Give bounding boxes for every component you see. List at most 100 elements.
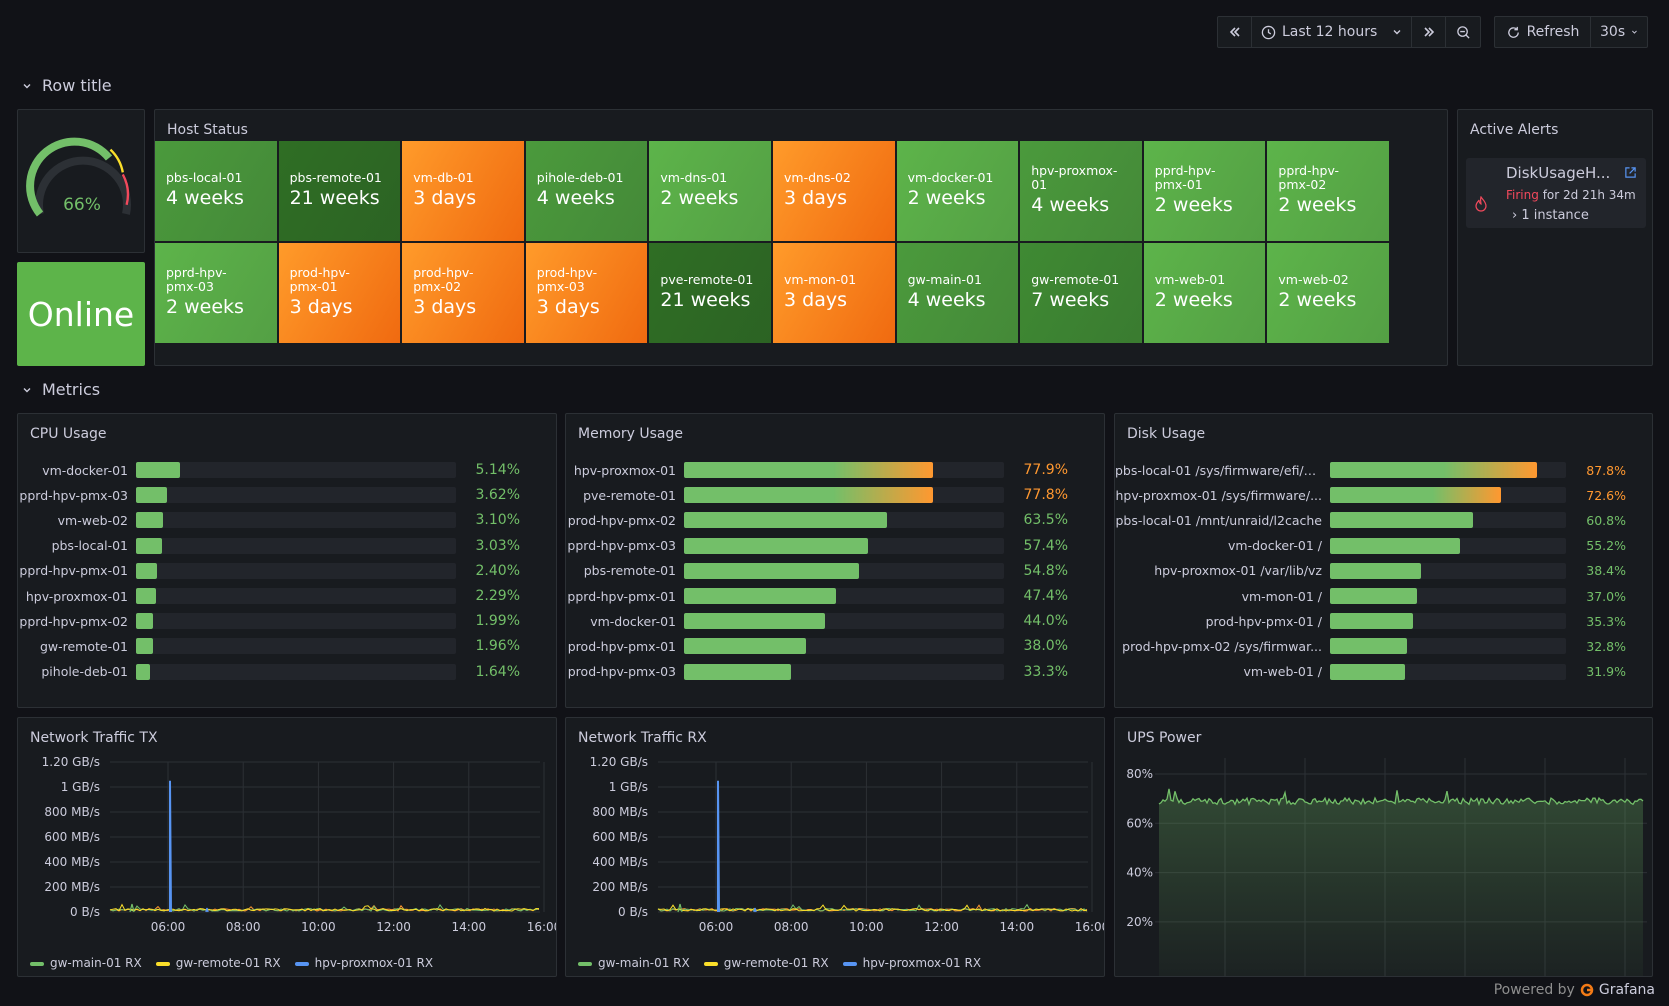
- host-tile[interactable]: vm-docker-01 2 weeks: [896, 141, 1019, 241]
- bar-track: [684, 462, 1004, 478]
- external-link-icon[interactable]: [1624, 166, 1637, 179]
- network-rx-panel[interactable]: Network Traffic RX 1.20 GB/s 1 GB/s 800 MB…: [565, 717, 1105, 977]
- host-name: pihole-deb-01: [536, 170, 624, 185]
- bar-value: 35.3%: [1586, 613, 1626, 629]
- legend-item[interactable]: hpv-proxmox-01 RX: [842, 956, 982, 970]
- bar-row[interactable]: pprd-hpv-pmx-01 47.4%: [566, 584, 1104, 608]
- bar-row[interactable]: pprd-hpv-pmx-03 3.62%: [18, 483, 556, 507]
- y-tick-label: 800 MB/s: [44, 805, 100, 819]
- row-header-1[interactable]: Row title: [22, 76, 112, 95]
- legend-item[interactable]: gw-remote-01 RX: [155, 956, 281, 970]
- bar-row[interactable]: pprd-hpv-pmx-02 1.99%: [18, 609, 556, 633]
- refresh-interval-picker[interactable]: 30s: [1591, 17, 1647, 47]
- legend-item[interactable]: gw-remote-01 RX: [703, 956, 829, 970]
- bar-row[interactable]: vm-docker-01 44.0%: [566, 609, 1104, 633]
- host-tile[interactable]: vm-dns-01 2 weeks: [649, 141, 771, 241]
- alert-item[interactable]: DiskUsageH... Firing for 2d 21h 34m › 1 …: [1466, 158, 1646, 228]
- host-tile[interactable]: pprd-hpv-pmx-03 2 weeks: [155, 243, 277, 343]
- bar-row[interactable]: pbs-remote-01 54.8%: [566, 559, 1104, 583]
- bar-row[interactable]: vm-docker-01 5.14%: [18, 458, 556, 482]
- panel-title: Network Traffic TX: [30, 730, 158, 746]
- bar-label: hpv-proxmox-01 /sys/firmware/...: [1115, 487, 1322, 503]
- host-tile[interactable]: vm-db-01 3 days: [402, 141, 524, 241]
- host-tile[interactable]: pihole-deb-01 4 weeks: [525, 141, 648, 241]
- bar-row[interactable]: hpv-proxmox-01 2.29%: [18, 584, 556, 608]
- host-tile[interactable]: prod-hpv-pmx-02 3 days: [402, 243, 524, 343]
- active-alerts-panel[interactable]: Active Alerts DiskUsageH... Firing for 2…: [1457, 109, 1653, 366]
- bar-row[interactable]: gw-remote-01 1.96%: [18, 634, 556, 658]
- bar-row[interactable]: pihole-deb-01 1.64%: [18, 660, 556, 684]
- host-tile[interactable]: prod-hpv-pmx-03 3 days: [525, 243, 648, 343]
- bar-row[interactable]: prod-hpv-pmx-02 /sys/firmwar... 32.8%: [1115, 634, 1652, 658]
- row-header-2[interactable]: Metrics: [22, 380, 100, 399]
- network-rx-chart[interactable]: 1.20 GB/s 1 GB/s 800 MB/s 600 MB/s 400 MB/s 2…: [566, 748, 1105, 977]
- host-name: vm-dns-01: [660, 170, 728, 185]
- host-tile[interactable]: prod-hpv-pmx-01 3 days: [278, 243, 401, 343]
- gauge-panel[interactable]: 66%: [17, 109, 145, 253]
- disk-usage-panel[interactable]: Disk Usage pbs-local-01 /sys/firmware/ef…: [1114, 413, 1653, 708]
- legend-item[interactable]: hpv-proxmox-01 RX: [294, 956, 433, 970]
- time-back-button[interactable]: [1218, 17, 1252, 47]
- bar-row[interactable]: pbs-local-01 /mnt/unraid/l2cache 60.8%: [1115, 508, 1652, 532]
- memory-usage-panel[interactable]: Memory Usage hpv-proxmox-01 77.9% pve-remo…: [565, 413, 1105, 708]
- host-tile[interactable]: pprd-hpv-pmx-01 2 weeks: [1143, 141, 1266, 241]
- bar-row[interactable]: pprd-hpv-pmx-01 2.40%: [18, 559, 556, 583]
- host-tile[interactable]: hpv-proxmox-01 4 weeks: [1020, 141, 1142, 241]
- time-forward-button[interactable]: [1412, 17, 1446, 47]
- bar-row[interactable]: prod-hpv-pmx-01 / 35.3%: [1115, 609, 1652, 633]
- chevrons-left-icon: [1229, 27, 1240, 37]
- host-tile[interactable]: vm-web-01 2 weeks: [1143, 243, 1266, 343]
- legend-item[interactable]: gw-main-01 RX: [578, 956, 690, 970]
- host-status-panel[interactable]: Host Status pbs-local-01 4 weeks pbs-remot…: [154, 109, 1448, 366]
- host-tile[interactable]: gw-main-01 4 weeks: [896, 243, 1019, 343]
- series-line: [657, 904, 1088, 912]
- bar-row[interactable]: vm-web-02 3.10%: [18, 508, 556, 532]
- network-tx-chart[interactable]: 1.20 GB/s 1 GB/s 800 MB/s 600 MB/s 400 MB/s 2…: [18, 748, 557, 977]
- online-panel[interactable]: Online: [17, 262, 145, 366]
- series-line: [109, 903, 540, 912]
- bar-row[interactable]: vm-mon-01 / 37.0%: [1115, 584, 1652, 608]
- host-tile[interactable]: gw-remote-01 7 weeks: [1020, 243, 1142, 343]
- bar-row[interactable]: pbs-local-01 3.03%: [18, 534, 556, 558]
- refresh-button[interactable]: Refresh: [1495, 17, 1591, 47]
- bar-row[interactable]: pprd-hpv-pmx-03 57.4%: [566, 534, 1104, 558]
- host-tile[interactable]: vm-dns-02 3 days: [773, 141, 895, 241]
- zoom-out-button[interactable]: [1446, 17, 1480, 47]
- alert-name[interactable]: DiskUsageH...: [1506, 164, 1611, 182]
- time-range-picker[interactable]: Last 12 hours: [1252, 17, 1412, 47]
- alert-instances-toggle[interactable]: › 1 instance: [1512, 208, 1589, 223]
- network-tx-panel[interactable]: Network Traffic TX 1.20 GB/s 1 GB/s 800 MB…: [17, 717, 557, 977]
- host-tile[interactable]: pbs-remote-01 21 weeks: [278, 141, 401, 241]
- bar-fill: [684, 663, 791, 680]
- host-tile[interactable]: pprd-hpv-pmx-02 2 weeks: [1267, 141, 1389, 241]
- bar-row[interactable]: hpv-proxmox-01 77.9%: [566, 458, 1104, 482]
- ups-power-chart[interactable]: 80% 60% 40% 20%: [1115, 748, 1653, 977]
- bar-row[interactable]: prod-hpv-pmx-01 38.0%: [566, 634, 1104, 658]
- alert-state: Firing: [1506, 188, 1539, 202]
- host-tile[interactable]: vm-web-02 2 weeks: [1267, 243, 1389, 343]
- host-tile[interactable]: pve-remote-01 21 weeks: [649, 243, 771, 343]
- grafana-logo-icon: [1580, 983, 1594, 997]
- bar-row[interactable]: vm-docker-01 / 55.2%: [1115, 534, 1652, 558]
- bar-fill: [1330, 613, 1414, 630]
- time-picker-group: Last 12 hours: [1217, 16, 1481, 48]
- host-tile[interactable]: pbs-local-01 4 weeks: [155, 141, 277, 241]
- bar-row[interactable]: pve-remote-01 77.8%: [566, 483, 1104, 507]
- bar-fill: [684, 613, 825, 630]
- host-uptime: 4 weeks: [536, 187, 615, 209]
- legend-item[interactable]: gw-main-01 RX: [30, 956, 142, 970]
- cpu-usage-panel[interactable]: CPU Usage vm-docker-01 5.14% pprd-hpv-pmx-…: [17, 413, 557, 708]
- refresh-icon: [1507, 26, 1519, 38]
- bar-row[interactable]: pbs-local-01 /sys/firmware/efi/e... 87.8%: [1115, 458, 1652, 482]
- bar-value: 77.9%: [1023, 462, 1068, 478]
- host-name: pbs-local-01: [166, 170, 243, 185]
- bar-row[interactable]: prod-hpv-pmx-03 33.3%: [566, 660, 1104, 684]
- host-tile[interactable]: vm-mon-01 3 days: [773, 243, 895, 343]
- bar-label: hpv-proxmox-01 /var/lib/vz: [1154, 563, 1322, 579]
- bar-row[interactable]: prod-hpv-pmx-02 63.5%: [566, 508, 1104, 532]
- legend-label: hpv-proxmox-01 RX: [862, 956, 982, 970]
- bar-row[interactable]: hpv-proxmox-01 /var/lib/vz 38.4%: [1115, 559, 1652, 583]
- bar-row[interactable]: hpv-proxmox-01 /sys/firmware/... 72.6%: [1115, 483, 1652, 507]
- bar-row[interactable]: vm-web-01 / 31.9%: [1115, 660, 1652, 684]
- ups-power-panel[interactable]: UPS Power 80% 60% 40% 20%: [1114, 717, 1653, 977]
